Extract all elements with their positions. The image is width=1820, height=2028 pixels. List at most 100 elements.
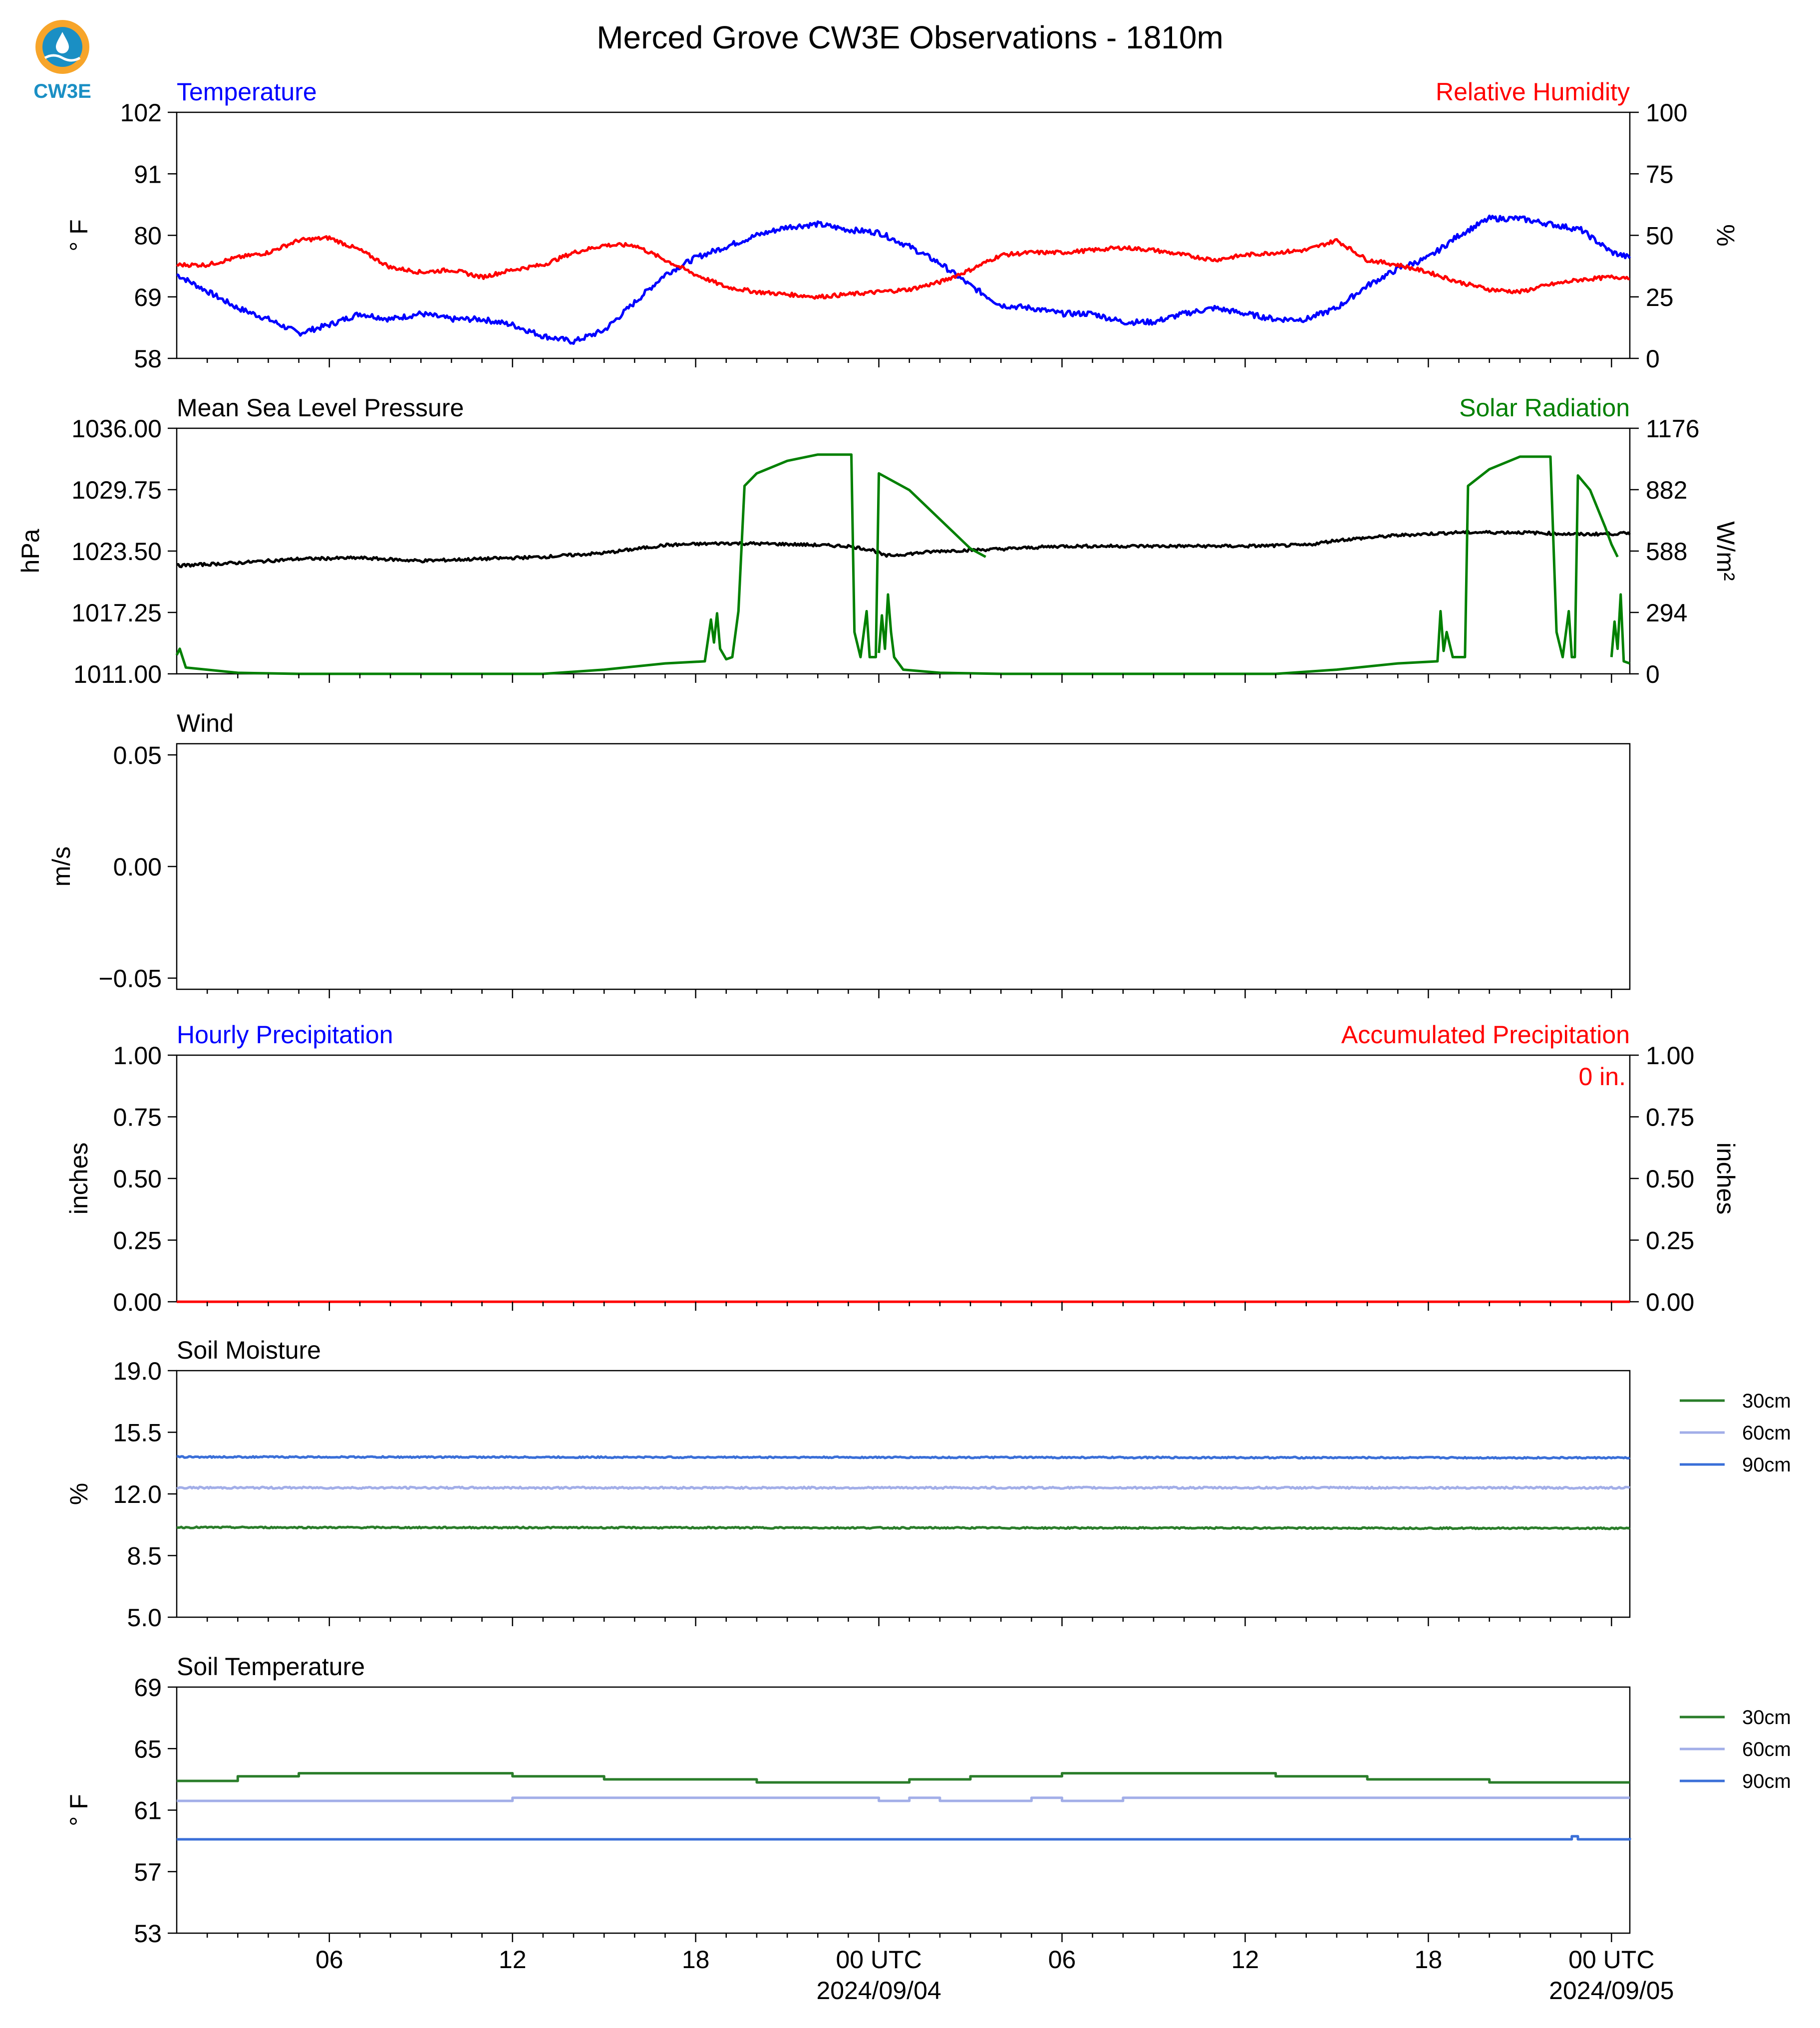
y-tick-label: 57 (134, 1858, 162, 1886)
y-tick-label: 69 (134, 1674, 162, 1702)
series-4-1 (176, 1485, 1630, 1490)
series-0-0 (176, 214, 1631, 345)
series-1-1 (878, 455, 1619, 675)
logo-water-drop-icon (56, 32, 69, 53)
cw3e-logo: CW3E (33, 20, 91, 102)
y-tick-label: −0.05 (98, 965, 162, 993)
series-5-0 (177, 1772, 1630, 1784)
x-tick-label: 06 (315, 1946, 343, 1974)
panel-1: 1011.00 1017.25 1023.50 1029.75 1036.00 0 294 5… (16, 394, 1740, 688)
panel-frame (176, 743, 1631, 990)
panel-3: 0.00 0.25 0.50 0.75 1.00 0.00 0.25 0.50 0.75 1.00… (65, 1021, 1740, 1316)
panel-frame (176, 1054, 1631, 1303)
y-tick-label: 1011.00 (73, 660, 162, 688)
x-tick-label: 12 (1231, 1946, 1259, 1974)
logo-text: CW3E (33, 80, 91, 102)
panel-0: 58 69 80 91 102 0 25 50 75 100 Temperature Relative… (65, 78, 1740, 373)
x-tick-date-label: 2024/09/05 (1549, 1977, 1674, 2005)
y-tick-label: 5.0 (127, 1604, 162, 1632)
accumulated-total-label: 0 in. (1578, 1063, 1626, 1091)
y-axis-label: m/s (47, 847, 75, 887)
y-tick-label: 15.5 (113, 1419, 162, 1447)
panel-title-right: Relative Humidity (1436, 78, 1630, 106)
y-tick-label: 1029.75 (71, 476, 162, 504)
y-tick-label: 0.00 (113, 1288, 162, 1316)
series-4-0 (176, 1525, 1630, 1530)
x-tick-label: 00 UTC (1568, 1946, 1654, 1974)
x-tick-label: 18 (682, 1946, 710, 1974)
series-5-1 (177, 1796, 1630, 1802)
legend-label: 30cm (1742, 1707, 1791, 1729)
y-tick-label: 0.05 (113, 741, 162, 769)
y-tick-label: 1.00 (113, 1042, 162, 1070)
y-tick-label: 0.25 (113, 1227, 162, 1255)
panel-title-left: Wind (177, 709, 234, 737)
y-tick-label: 91 (134, 160, 162, 188)
x-tick-label: 00 UTC (836, 1946, 921, 1974)
panel-5: 53 57 61 65 69 Soil Temperature ° F 30cm 60cm 90c… (65, 1653, 1791, 1948)
series-1-0 (176, 530, 1631, 569)
x-tick-label: 06 (1048, 1946, 1076, 1974)
y-tick-label: 1017.25 (71, 599, 162, 627)
y2-tick-label: 294 (1646, 599, 1687, 627)
y2-tick-label: 0.00 (1646, 1288, 1694, 1316)
panel-title-right: Accumulated Precipitation (1341, 1021, 1630, 1049)
legend-label: 60cm (1742, 1422, 1791, 1444)
y-axis-label: inches (65, 1143, 93, 1215)
y2-tick-label: 100 (1646, 99, 1687, 127)
y2-tick-label: 1.00 (1646, 1042, 1694, 1070)
y-tick-label: 102 (120, 99, 162, 127)
y2-axis-label: W/m² (1712, 521, 1740, 580)
y2-tick-label: 882 (1646, 476, 1687, 504)
y-tick-label: 53 (134, 1920, 162, 1948)
x-tick-date-label: 2024/09/04 (816, 1977, 941, 2005)
panel-4: 5.0 8.5 12.0 15.5 19.0 Soil Moisture% 30cm 60cm… (65, 1336, 1791, 1632)
panel-frame (176, 111, 1631, 359)
x-axis-labels: 06 12 18 00 UTC 2024/09/04 06 12 18 00 UTC 2024/0… (315, 1946, 1674, 2005)
series-1-1 (1610, 593, 1630, 665)
y-tick-label: 8.5 (127, 1542, 162, 1570)
y-axis-label: ° F (65, 219, 93, 251)
panel-2: −0.05 0.00 0.05 Wind m/s (47, 709, 1631, 998)
y-axis-label: hPa (16, 529, 44, 573)
y2-tick-label: 75 (1646, 160, 1674, 188)
x-tick-label: 18 (1415, 1946, 1443, 1974)
y2-tick-label: 0 (1646, 345, 1660, 373)
series-1-1 (175, 453, 986, 675)
panel-title-left: Temperature (177, 78, 317, 106)
panel-title-left: Soil Moisture (177, 1336, 321, 1364)
x-tick-label: 12 (499, 1946, 527, 1974)
y-tick-label: 19.0 (113, 1357, 162, 1385)
y-tick-label: 58 (134, 345, 162, 373)
figure-title: Merced Grove CW3E Observations - 1810m (597, 19, 1223, 55)
y2-tick-label: 0.50 (1646, 1165, 1694, 1193)
series-4-2 (176, 1455, 1631, 1460)
y2-tick-label: 0 (1646, 660, 1660, 688)
y-axis-label: % (65, 1483, 93, 1505)
series-5-2 (177, 1835, 1631, 1841)
series-0-1 (176, 235, 1630, 300)
y-tick-label: 69 (134, 284, 162, 311)
panel-frame (176, 1686, 1631, 1934)
panel-title-left: Hourly Precipitation (177, 1021, 393, 1049)
y2-tick-label: 0.25 (1646, 1227, 1694, 1255)
y2-tick-label: 588 (1646, 538, 1687, 566)
y-tick-label: 0.50 (113, 1165, 162, 1193)
y2-tick-label: 25 (1646, 284, 1674, 311)
y-tick-label: 0.75 (113, 1104, 162, 1132)
legend-label: 90cm (1742, 1770, 1791, 1792)
y2-axis-label: inches (1712, 1143, 1740, 1215)
panel-title-right: Solar Radiation (1459, 394, 1630, 422)
y-tick-label: 0.00 (113, 853, 162, 881)
panel-frame (176, 427, 1631, 675)
panel-title-left: Soil Temperature (177, 1653, 365, 1681)
y-tick-label: 61 (134, 1797, 162, 1825)
y2-tick-label: 0.75 (1646, 1104, 1694, 1132)
y-tick-label: 12.0 (113, 1480, 162, 1508)
y2-axis-label: % (1712, 224, 1740, 246)
legend-label: 30cm (1742, 1390, 1791, 1412)
legend-label: 60cm (1742, 1738, 1791, 1760)
panel-frame (176, 1370, 1631, 1618)
y-tick-label: 80 (134, 222, 162, 250)
